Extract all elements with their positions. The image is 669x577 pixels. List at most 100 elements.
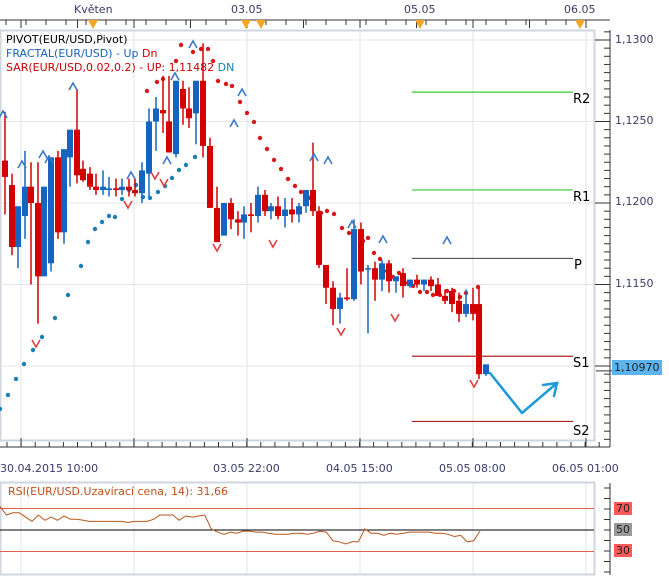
candle-body — [55, 157, 61, 233]
sar-dot — [331, 211, 337, 217]
candle-body — [80, 168, 86, 181]
legend-pivot: PIVOT(EUR/USD,Pivot) — [6, 33, 128, 46]
fractal-down-icon — [212, 243, 222, 253]
rsi-level-50: 50 — [614, 523, 632, 536]
fractal-up-icon — [309, 152, 319, 162]
rsi-legend: RSI(EUR/USD.Uzavírací cena, 14): 31,66 — [8, 485, 229, 498]
candle-body — [303, 189, 309, 207]
candle-body — [113, 188, 119, 190]
candle-body — [228, 203, 234, 220]
candle-body — [126, 186, 132, 190]
top-axis-label-0605: 06.05 — [564, 3, 596, 16]
annotation-arrow — [488, 371, 559, 415]
sar-dot — [198, 46, 204, 52]
candle-body — [255, 194, 261, 217]
sar-dot — [85, 239, 91, 245]
fractal-up-icon — [347, 219, 357, 229]
sar-dot — [324, 208, 330, 214]
fractal-up-icon — [188, 39, 198, 49]
fractal-up-icon — [237, 87, 247, 97]
candle-body — [180, 88, 186, 109]
legend: PIVOT(EUR/USD,Pivot) FRACTAL(EUR/USD) - … — [6, 33, 234, 75]
candle-body — [2, 160, 8, 177]
candle-body — [463, 304, 469, 314]
candle-body — [393, 276, 399, 282]
fractal-up-icon — [44, 154, 54, 164]
sar-dot — [292, 183, 298, 189]
sar-dot — [92, 226, 98, 232]
fractal-up-icon — [378, 234, 388, 244]
candle-body — [207, 145, 213, 208]
candle-body — [93, 186, 99, 190]
sar-dot — [178, 42, 184, 48]
candle-body — [35, 203, 41, 277]
sar-dot — [430, 292, 436, 298]
pivot-label-p: P — [574, 258, 582, 273]
fractal-up-icon — [0, 109, 8, 119]
pivot-label-s1: S1 — [573, 356, 590, 371]
candle-body — [106, 188, 112, 190]
fractal-up-icon — [126, 170, 136, 180]
fractal-down-icon — [390, 313, 400, 323]
candle-body — [435, 284, 441, 296]
candle-body — [449, 291, 455, 305]
candle-body — [337, 297, 343, 309]
y-axis-label-1300: 1,1300 — [615, 33, 654, 46]
fractal-down-icon — [268, 239, 278, 249]
candle-body — [330, 287, 336, 309]
candle-body — [186, 108, 192, 119]
candle-body — [421, 279, 427, 285]
sar-dot — [215, 78, 221, 84]
candle-body — [428, 279, 434, 287]
sar-dot — [173, 58, 179, 64]
candle-body — [139, 170, 145, 194]
pivot-label-r2: R2 — [573, 92, 591, 107]
fractal-down-icon — [150, 171, 160, 181]
sar-dot — [210, 58, 216, 64]
fractal-up-icon — [38, 149, 48, 159]
sar-dot — [271, 157, 277, 163]
candle-body — [289, 209, 295, 215]
sar-dot — [205, 46, 211, 52]
candle-body — [22, 186, 28, 217]
top-axis-label-0305: 03.05 — [231, 3, 263, 16]
candle-body — [456, 300, 462, 314]
fractal-up-icon — [170, 71, 180, 81]
sar-dot — [144, 88, 150, 94]
x-axis-label-0: 30.04.2015 10:00 — [0, 462, 99, 475]
sar-dot — [285, 176, 291, 182]
sar-dot — [30, 347, 36, 353]
candle-body — [173, 80, 179, 155]
sar-dot — [99, 219, 105, 225]
sar-dot — [5, 392, 11, 398]
y-axis-label-1200: 1,1200 — [615, 195, 654, 208]
main-plot-area — [0, 29, 596, 442]
candle-body — [407, 279, 413, 287]
candle-body — [132, 189, 138, 194]
candle-body — [310, 189, 316, 212]
fractal-down-icon — [159, 178, 169, 188]
fractal-down-icon — [469, 379, 479, 389]
fractal-up-icon — [17, 159, 27, 169]
candle-body — [48, 157, 54, 264]
y-axis-label-1150: 1,1150 — [615, 277, 654, 290]
sar-dot — [169, 175, 175, 181]
candle-body — [241, 214, 247, 223]
fractal-up-icon — [323, 155, 333, 165]
sar-dot — [223, 81, 229, 87]
sar-dot — [229, 83, 235, 89]
current-price-badge: 1,10970 — [612, 360, 662, 375]
fractal-down-icon — [336, 327, 346, 337]
pivot-label-r1: R1 — [573, 190, 591, 205]
candle-body — [9, 185, 15, 248]
sar-dot — [251, 119, 257, 125]
sar-dot — [424, 289, 430, 295]
sar-dot — [264, 146, 270, 152]
candle-body — [358, 229, 364, 272]
sar-dot — [365, 235, 371, 241]
candle-body — [470, 304, 476, 314]
sar-dot — [339, 225, 345, 231]
fractal-down-icon — [123, 200, 133, 210]
rsi-line — [0, 506, 481, 545]
